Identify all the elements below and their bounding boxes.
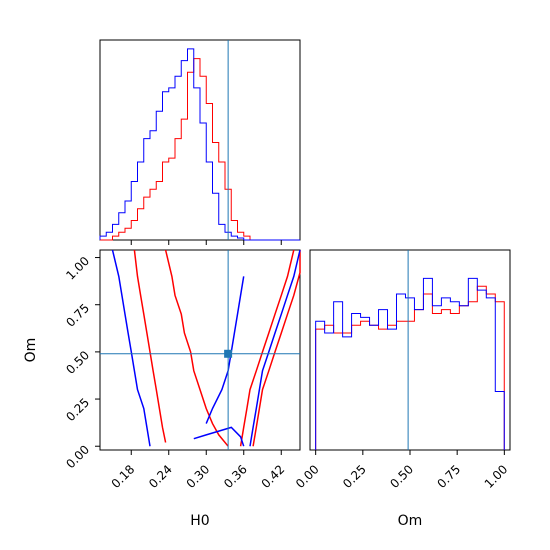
contour-xtick-label-3: 0.36	[221, 462, 250, 491]
om-histogram-series-1	[315, 277, 505, 450]
h0-om-contours	[100, 249, 301, 450]
contour-ytick-label-3: 0.75	[63, 301, 92, 330]
contour-series-0-path-0	[133, 249, 167, 443]
contour-xtick-label-2: 0.30	[184, 462, 213, 491]
h0-histogram-series-1	[99, 48, 300, 241]
om-xtick-label-0: 0.00	[293, 462, 322, 491]
contour-ytick-label-1: 0.25	[63, 395, 92, 424]
om-marginal-frame	[309, 249, 511, 451]
h0-marginal-frame	[99, 39, 301, 241]
contour-ytick-label-4: 1.00	[63, 254, 92, 283]
h0-histogram-series-0	[100, 58, 300, 241]
contour-series-0-path-3	[252, 250, 301, 447]
contour-series-1-path-2	[249, 249, 301, 447]
contour-ytick-label-2: 0.50	[63, 348, 92, 377]
contour-frame	[99, 249, 301, 451]
contour-xtick-label-1: 0.24	[146, 462, 175, 491]
contour-ytick-label-0: 0.00	[63, 442, 92, 471]
contour-series-1-path-1	[193, 426, 245, 447]
contour-series-0-path-2	[239, 249, 295, 447]
h0-histogram	[99, 40, 300, 241]
x-axis-label-om: Om	[398, 513, 423, 529]
om-histogram	[315, 250, 505, 450]
truth-point	[224, 349, 233, 358]
contour-series-1-path-0	[111, 249, 151, 447]
om-histogram-series-0	[315, 285, 505, 450]
contour-xtick-label-4: 0.42	[259, 462, 288, 491]
om-xtick-label-1: 0.25	[340, 462, 369, 491]
y-axis-label-om: Om	[23, 338, 39, 363]
om-xtick-label-4: 1.00	[482, 462, 511, 491]
x-axis-label-h0: H0	[190, 513, 209, 529]
contour-xtick-label-0: 0.18	[109, 462, 138, 491]
om-xtick-label-3: 0.75	[434, 462, 463, 491]
om-xtick-label-2: 0.50	[387, 462, 416, 491]
contour-series-0-path-1	[164, 249, 229, 447]
